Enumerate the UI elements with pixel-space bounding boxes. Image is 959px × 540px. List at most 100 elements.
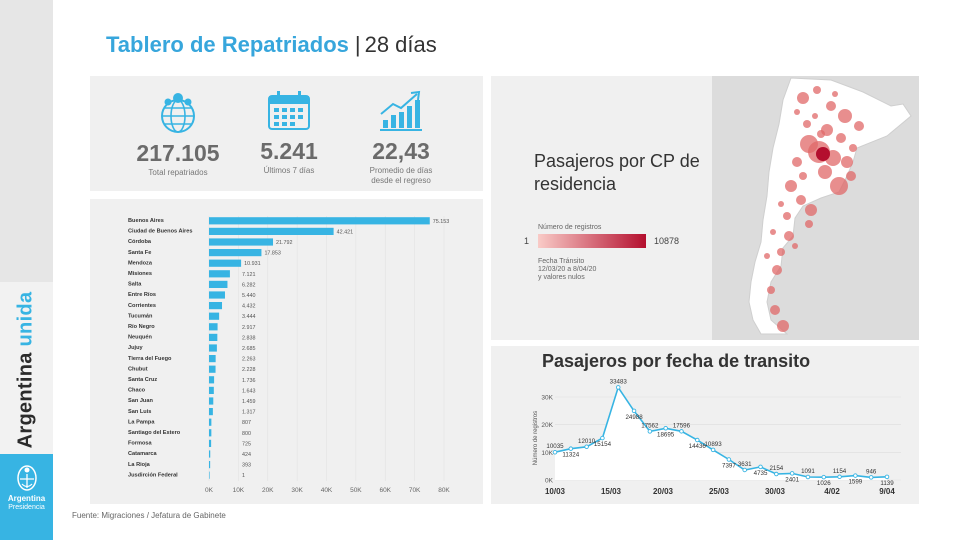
data-point xyxy=(868,475,874,480)
presidencia-logo-box: Argentina Presidencia xyxy=(0,454,53,540)
bar xyxy=(209,450,211,458)
bar xyxy=(209,323,218,331)
gov-name: Argentina xyxy=(7,494,46,503)
kpi-total-value: 217.105 xyxy=(136,140,220,166)
kpi-last7-label: Últimos 7 días xyxy=(263,166,315,175)
line-chart-panel: Número de registros 0K 10K 20K 30K 10035 11324… xyxy=(491,346,919,504)
data-point xyxy=(853,473,858,478)
data-point xyxy=(726,457,732,462)
map-dot xyxy=(792,157,802,167)
data-point xyxy=(663,426,668,431)
data-point xyxy=(774,471,779,477)
category-label: Santa Fe xyxy=(128,250,151,256)
map-dot xyxy=(777,248,785,256)
bar xyxy=(209,280,228,288)
bar-value-label: 1.643 xyxy=(242,388,256,394)
x-tick-label: 60K xyxy=(379,487,391,494)
category-label: La Rioja xyxy=(128,462,151,468)
data-label: 946 xyxy=(866,468,877,475)
data-label: 10035 xyxy=(546,443,564,450)
x-tick-label: 40K xyxy=(321,487,333,494)
data-label: 17596 xyxy=(673,422,691,429)
map-dot xyxy=(817,130,825,138)
map-dot xyxy=(778,201,784,207)
data-label: 4735 xyxy=(754,470,768,477)
bar xyxy=(209,249,262,257)
source-note: Fuente: Migraciones / Jefatura de Gabine… xyxy=(72,511,226,520)
bar-value-label: 42.421 xyxy=(337,229,354,235)
bar xyxy=(209,397,214,405)
bar-value-label: 5.440 xyxy=(242,293,256,299)
map-legend-gradient xyxy=(538,234,646,248)
map-legend-max: 10878 xyxy=(654,236,680,246)
data-label: 14436 xyxy=(689,443,707,450)
kpi-average-label2: desde el regreso xyxy=(371,176,431,185)
category-label: Neuquén xyxy=(128,335,153,341)
line-chart-title: Pasajeros por fecha de transito xyxy=(542,351,811,371)
map-title: Pasajeros por CP de residencia xyxy=(534,151,700,194)
map-dot xyxy=(797,92,809,104)
map-legend-min: 1 xyxy=(524,236,530,246)
map-dot xyxy=(777,320,789,332)
category-label: Tierra del Fuego xyxy=(128,356,172,362)
kpi-total: 217.105 Total repatriados xyxy=(118,90,238,177)
bar-value-label: 3.444 xyxy=(242,314,256,320)
map-dot xyxy=(792,243,798,249)
category-label: San Juan xyxy=(128,398,153,404)
category-label: Misiones xyxy=(128,271,152,277)
category-label: Formosa xyxy=(128,441,153,447)
data-point xyxy=(710,447,716,453)
map-dot xyxy=(813,86,821,94)
data-label: 18695 xyxy=(657,431,675,438)
bar-value-label: 10.931 xyxy=(244,261,260,267)
x-tick-label: 9/04 xyxy=(879,487,895,496)
map-dot xyxy=(830,177,848,195)
residence-map xyxy=(712,76,919,340)
x-tick-label: 80K xyxy=(438,487,450,494)
kpi-last7: 5.241 Últimos 7 días xyxy=(229,90,349,175)
gov-sub: Presidencia xyxy=(8,504,45,511)
bar xyxy=(209,408,213,416)
category-label: Catamarca xyxy=(128,451,157,457)
x-tick-label: 20K xyxy=(262,487,274,494)
bar-value-label: 424 xyxy=(242,452,251,458)
x-tick-label: 4/02 xyxy=(824,487,840,496)
page-title-sub: 28 días xyxy=(364,32,437,57)
bar-value-label: 800 xyxy=(242,431,251,437)
map-legend-title: Número de registros xyxy=(538,224,602,231)
category-label: Corrientes xyxy=(128,303,156,309)
data-label: 12010 xyxy=(578,438,596,445)
map-dot xyxy=(805,220,813,228)
area-fill xyxy=(555,387,887,480)
kpi-last7-value: 5.241 xyxy=(260,138,318,164)
data-label: 1091 xyxy=(801,468,815,475)
kpi-average-label: Promedio de días xyxy=(369,166,433,175)
data-point xyxy=(884,474,890,480)
data-label: 17562 xyxy=(641,422,659,429)
left-sidebar: Argentina unida Argentina Presidencia xyxy=(0,0,53,540)
globe-people-icon xyxy=(161,93,195,133)
category-label: Jujuy xyxy=(128,345,143,351)
map-dot xyxy=(794,109,800,115)
map-dot xyxy=(803,120,811,128)
category-label: Tucumán xyxy=(128,313,153,319)
trend-chart-icon xyxy=(380,90,422,131)
data-point xyxy=(821,474,827,480)
bar xyxy=(209,270,230,278)
category-label: Buenos Aires xyxy=(128,218,164,224)
data-label: 1026 xyxy=(817,480,831,487)
bar xyxy=(209,461,211,469)
data-label: 2401 xyxy=(785,476,799,483)
bar-value-label: 6.282 xyxy=(242,282,256,288)
map-dot xyxy=(846,171,856,181)
data-point xyxy=(584,444,589,450)
bar-value-label: 4.432 xyxy=(242,304,256,310)
map-dot xyxy=(770,229,776,235)
brand-text-part1: Argentina xyxy=(14,346,37,449)
data-point xyxy=(837,474,842,480)
data-point xyxy=(758,464,763,470)
bar xyxy=(209,333,218,341)
data-label: 1154 xyxy=(833,468,847,475)
y-tick-label: 0K xyxy=(545,478,554,485)
brand-text-part2: unida xyxy=(14,291,37,347)
